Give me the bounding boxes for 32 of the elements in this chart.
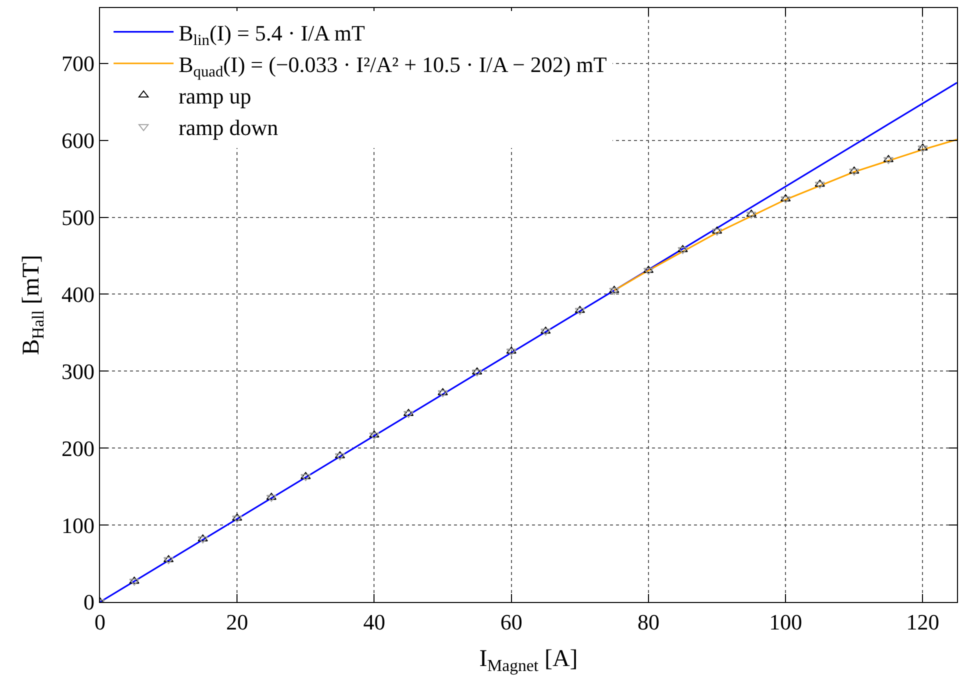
y-tick-label: 700 bbox=[62, 51, 94, 76]
point bbox=[746, 212, 756, 219]
point bbox=[438, 388, 448, 396]
point bbox=[918, 146, 928, 153]
y-tick-label: 300 bbox=[62, 358, 94, 384]
legend-label: B$_{quad}$(I) = (−0.033 · I²/A² + 10.5 · I/A − 202) mT bbox=[178, 52, 608, 81]
point bbox=[746, 210, 756, 217]
x-tick-label: 120 bbox=[906, 610, 940, 634]
point bbox=[198, 534, 208, 542]
y-tick-label: 200 bbox=[62, 436, 94, 461]
point bbox=[609, 286, 620, 293]
point bbox=[506, 348, 516, 356]
legend-label: ramp down bbox=[178, 115, 278, 140]
legend-label: ramp up bbox=[178, 84, 252, 109]
x-tick-label: 80 bbox=[637, 610, 660, 634]
y-tick-label: 600 bbox=[62, 128, 94, 154]
point bbox=[814, 182, 825, 189]
point bbox=[678, 247, 688, 254]
point bbox=[849, 168, 860, 176]
point bbox=[814, 180, 825, 187]
x-axis-title: I$_{Magnet}$ [A] bbox=[479, 646, 578, 675]
x-tick-label: 40 bbox=[363, 610, 386, 634]
y-tick-label: 500 bbox=[62, 204, 94, 230]
y-tick-label: 400 bbox=[62, 282, 94, 307]
point bbox=[129, 576, 140, 584]
y-tick-label: 100 bbox=[62, 512, 94, 538]
x-tick-label: 100 bbox=[769, 610, 802, 634]
x-tick-label: 60 bbox=[500, 610, 522, 634]
legend-label: B$_{lin}$(I) = 5.4 · I/A mT bbox=[178, 20, 366, 49]
x-tick-label: 20 bbox=[226, 610, 248, 634]
y-tick-label: 0 bbox=[84, 590, 94, 615]
point bbox=[540, 328, 551, 336]
